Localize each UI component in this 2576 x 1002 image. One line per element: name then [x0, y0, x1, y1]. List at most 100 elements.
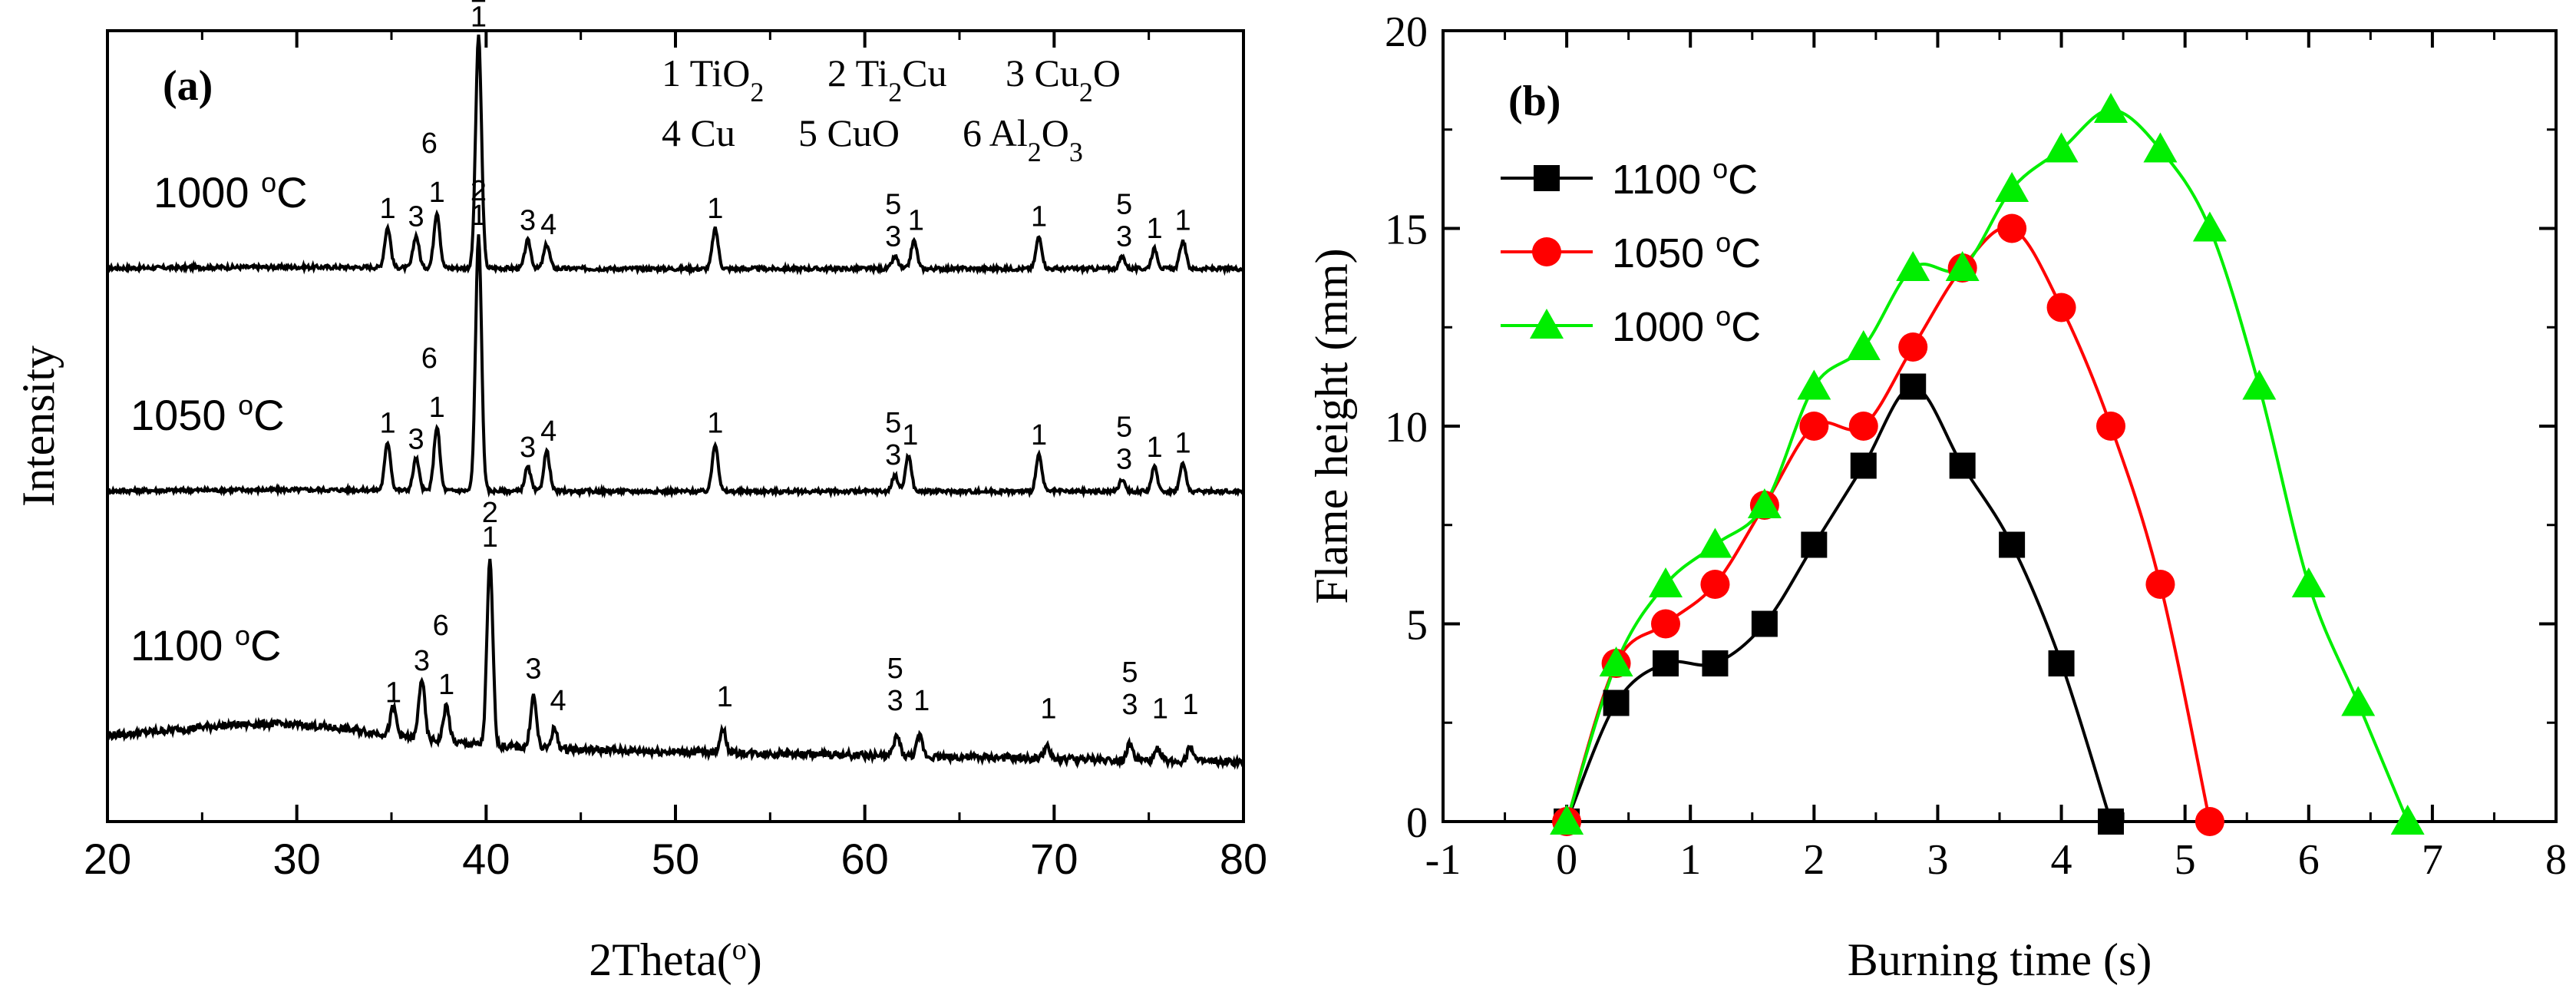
phase-legend-entry: 4 Cu [662, 111, 735, 154]
panel-a-y-axis-label: Intensity [13, 346, 64, 507]
peak-label: 3 [1116, 443, 1132, 475]
panel-b-x-tick-label: 4 [2051, 836, 2072, 884]
peak-label: 3 [885, 220, 901, 253]
peak-label: 3 [414, 645, 430, 677]
data-point-1100 [1801, 531, 1828, 558]
legend-label-1050: 1050 oC [1612, 227, 1761, 277]
panel-b-label: (b) [1508, 78, 1560, 125]
data-point-1100 [1949, 452, 1976, 479]
legend-marker-1000 [1530, 309, 1564, 339]
panel-b-y-tick-label: 10 [1385, 404, 1428, 451]
data-point-1000 [1896, 251, 1930, 281]
panel-a-x-tick-label: 70 [1030, 835, 1078, 883]
panel-b-y-tick-label: 15 [1385, 207, 1428, 254]
panel-b-lines [1565, 107, 2409, 822]
panel-a-peak-labels: 1316123413511351113161234135113511131612… [379, 0, 1198, 725]
data-point-1050 [2145, 570, 2175, 599]
peak-label: 3 [885, 439, 901, 471]
peak-label: 1 [1031, 200, 1047, 233]
panel-b-y-tick-label: 5 [1406, 602, 1428, 650]
peak-label: 1 [1031, 419, 1047, 451]
panel-a-x-tick-label: 80 [1220, 835, 1267, 883]
data-point-1000 [2390, 805, 2425, 835]
phase-legend-entry: 1 TiO2 [662, 51, 764, 107]
peak-label: 1 [471, 200, 487, 232]
data-point-1050 [1848, 412, 1878, 441]
peak-label: 1 [379, 408, 395, 440]
peak-label: 3 [408, 423, 424, 455]
series-line-1000 [1565, 107, 2409, 822]
data-point-1000 [1945, 251, 1980, 281]
peak-label: 1 [1174, 428, 1191, 460]
panel-a-label: (a) [163, 62, 213, 110]
peak-label: 2 [482, 497, 498, 529]
panel-a-series-labels: 1000 oC 1050 oC 1100 oC [130, 167, 308, 670]
panel-b-x-tick-label: 5 [2175, 836, 2196, 884]
legend-label-1100: 1100 oC [1612, 153, 1758, 203]
panel-a-x-tick-label: 30 [273, 835, 321, 883]
panel-b-x-tick-label: -1 [1425, 836, 1461, 884]
peak-label: 1 [1146, 432, 1162, 464]
phase-legend-entry: 2 Ti2Cu [827, 51, 947, 107]
peak-label: 2 [471, 175, 487, 207]
data-point-1100 [1900, 373, 1927, 400]
series-label-1100: 1100 oC [130, 620, 281, 670]
data-point-1000 [2192, 211, 2227, 242]
peak-label: 5 [1116, 188, 1132, 220]
panel-a-traces [106, 34, 1245, 770]
data-point-1000 [1698, 527, 1732, 558]
peak-label: 5 [885, 188, 901, 220]
legend-marker-1050 [1532, 237, 1561, 266]
peak-label: 5 [885, 407, 901, 439]
panel-a-x-tick-label: 20 [84, 835, 131, 883]
panel-b-x-tick-label: 1 [1679, 836, 1701, 884]
peak-label: 1 [471, 1, 487, 33]
xrd-trace-1000 [107, 34, 1244, 276]
data-point-1000 [1550, 805, 1584, 835]
data-point-1100 [1850, 452, 1877, 479]
data-point-1000 [1797, 369, 1831, 400]
data-point-1100 [1603, 689, 1630, 716]
peak-label: 3 [520, 205, 536, 237]
panel-b-x-tick-label: 6 [2298, 836, 2320, 884]
data-point-1000 [1649, 567, 1683, 597]
data-point-1000 [2044, 132, 2079, 163]
peak-label: 5 [1121, 656, 1138, 689]
peak-label: 5 [887, 653, 903, 685]
data-point-1100 [2098, 809, 2124, 835]
peak-label: 3 [408, 200, 424, 233]
peak-label: 1 [908, 205, 924, 237]
panel-b-x-axis-label: Burning time (s) [1848, 934, 2152, 985]
peak-label: 1 [1174, 205, 1191, 237]
panel-b-markers [1550, 93, 2425, 836]
data-point-1050 [1898, 332, 1928, 362]
peak-label: 1 [438, 669, 454, 701]
peak-label: 1 [902, 419, 918, 451]
data-point-1000 [2094, 93, 2128, 123]
xrd-trace-1050 [106, 234, 1245, 499]
panel-a-x-tick-label: 50 [652, 835, 699, 883]
peak-label: 4 [540, 209, 556, 241]
data-point-1050 [1799, 412, 1829, 441]
peak-label: 1 [482, 521, 498, 554]
peak-label: 3 [520, 432, 536, 464]
data-point-1100 [2048, 650, 2075, 676]
panel-a-x-tick-label: 60 [841, 835, 889, 883]
phase-legend-entry: 6 Al2O3 [963, 111, 1083, 167]
data-point-1100 [1702, 650, 1729, 676]
legend-marker-1100 [1534, 165, 1560, 191]
panel-b-y-axis-label: Flame height (mm) [1306, 248, 1357, 604]
data-point-1100 [1653, 650, 1679, 676]
peak-label: 1 [379, 193, 395, 225]
peak-label: 1 [1152, 693, 1168, 725]
peak-label: 1 [707, 193, 723, 225]
series-label-1000: 1000 oC [154, 167, 308, 217]
peak-label: 1 [1040, 693, 1056, 725]
panel-b-legend: 1100 oC 1050 oC 1000 oC [1501, 153, 1761, 350]
peak-label: 1 [429, 392, 445, 424]
peak-label: 1 [913, 685, 930, 717]
series-label-1050: 1050 oC [130, 389, 285, 440]
peak-label: 4 [540, 415, 556, 448]
